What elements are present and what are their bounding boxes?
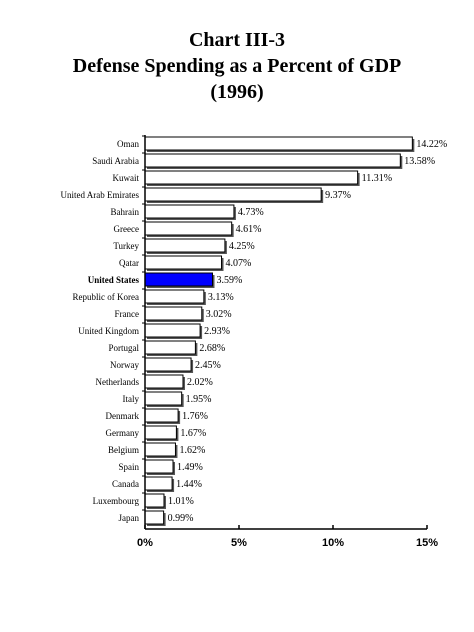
- value-label: 3.02%: [206, 309, 232, 320]
- bar: [144, 476, 173, 491]
- value-label: 1.76%: [182, 411, 208, 422]
- value-label: 13.58%: [404, 156, 435, 167]
- value-label: 9.37%: [325, 190, 351, 201]
- bar: [144, 289, 205, 304]
- category-label: Qatar: [119, 258, 139, 268]
- bar: [144, 238, 226, 253]
- category-label: Saudi Arabia: [92, 156, 139, 166]
- category-label: United States: [88, 275, 140, 285]
- category-label: Turkey: [113, 241, 139, 251]
- category-label: Canada: [112, 479, 139, 489]
- x-tick-label: 5%: [231, 537, 247, 549]
- value-label: 14.22%: [416, 139, 447, 150]
- value-label: 2.45%: [195, 360, 221, 371]
- x-tick-label: 0%: [137, 537, 153, 549]
- value-label: 11.31%: [362, 173, 392, 184]
- value-label: 4.25%: [229, 241, 255, 252]
- category-label: United Kingdom: [78, 326, 139, 336]
- chart-subtitle-year: (1996): [210, 81, 264, 103]
- value-label: 0.99%: [168, 513, 194, 524]
- bar: [144, 340, 196, 355]
- value-label: 4.73%: [238, 207, 264, 218]
- bar: [144, 255, 223, 270]
- x-tick-label: 10%: [322, 537, 344, 549]
- bar: [144, 442, 176, 457]
- value-label: 1.95%: [186, 394, 212, 405]
- category-label: Denmark: [106, 411, 140, 421]
- category-label: Kuwait: [113, 173, 140, 183]
- bar: [144, 425, 177, 440]
- value-label: 1.49%: [177, 462, 203, 473]
- category-label: Spain: [118, 462, 139, 472]
- category-label: United Arab Emirates: [61, 190, 140, 200]
- value-label: 2.02%: [187, 377, 213, 388]
- bar: [144, 306, 203, 321]
- bar: [144, 221, 233, 236]
- bar: [144, 391, 183, 406]
- value-label: 4.61%: [236, 224, 262, 235]
- category-label: Germany: [106, 428, 140, 438]
- category-label: Portugal: [109, 343, 140, 353]
- value-label: 3.13%: [208, 292, 234, 303]
- bar: [144, 408, 179, 423]
- value-label: 1.01%: [168, 496, 194, 507]
- value-label: 3.59%: [216, 275, 242, 286]
- chart-subtitle: Defense Spending as a Percent of GDP: [72, 55, 402, 77]
- value-label: 1.62%: [179, 445, 205, 456]
- bar: [144, 136, 413, 151]
- category-label: France: [115, 309, 140, 319]
- category-label: Italy: [123, 394, 140, 404]
- category-label: Japan: [119, 513, 140, 523]
- category-label: Republic of Korea: [73, 292, 139, 302]
- bar: [144, 170, 359, 185]
- category-label: Bahrain: [111, 207, 140, 217]
- category-label: Greece: [114, 224, 139, 234]
- category-label: Belgium: [108, 445, 139, 455]
- bar: [144, 459, 174, 474]
- value-label: 1.67%: [180, 428, 206, 439]
- bar: [144, 374, 184, 389]
- value-label: 2.68%: [199, 343, 225, 354]
- value-label: 1.44%: [176, 479, 202, 490]
- category-label: Norway: [110, 360, 139, 370]
- chart-title: Chart III-3: [188, 29, 286, 51]
- category-label: Oman: [117, 139, 139, 149]
- bar: [144, 510, 165, 525]
- bar: [144, 323, 201, 338]
- value-label: 4.07%: [226, 258, 252, 269]
- value-label: 2.93%: [204, 326, 230, 337]
- bar: [144, 204, 235, 219]
- category-label: Luxembourg: [93, 496, 140, 506]
- bar: [144, 187, 322, 202]
- bar: [144, 357, 192, 372]
- bar: [144, 153, 401, 168]
- bar: [144, 272, 213, 287]
- bar: [144, 493, 165, 508]
- category-label: Netherlands: [96, 377, 140, 387]
- x-tick-label: 15%: [416, 537, 438, 549]
